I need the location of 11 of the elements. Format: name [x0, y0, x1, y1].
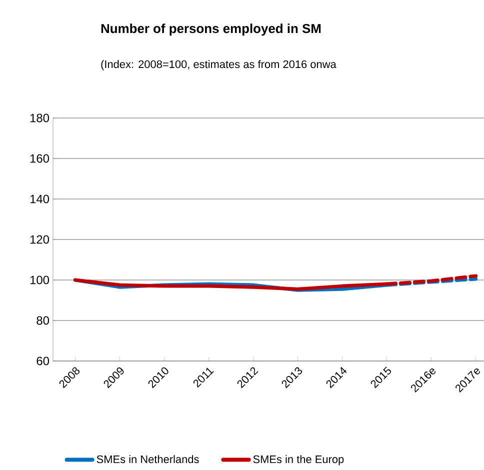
- y-tick-label: 60: [36, 356, 50, 366]
- y-tick-label: 160: [30, 154, 50, 163]
- y-tick-label: 180: [30, 114, 50, 122]
- y-tick-label: 140: [30, 194, 50, 204]
- y-tick-label: 120: [30, 235, 50, 244]
- y-tick-label: 80: [36, 316, 50, 325]
- chart-title: Number of persons employed in SM: [101, 24, 321, 36]
- chart-subtitle: (Index: 2008=100, estimates as from 2016 onwa: [101, 60, 336, 70]
- y-tick-label: 100: [30, 276, 50, 284]
- legend-label: SMEs in Netherlands: [96, 455, 199, 464]
- legend-label: SMEs in the Europ: [253, 455, 344, 466]
